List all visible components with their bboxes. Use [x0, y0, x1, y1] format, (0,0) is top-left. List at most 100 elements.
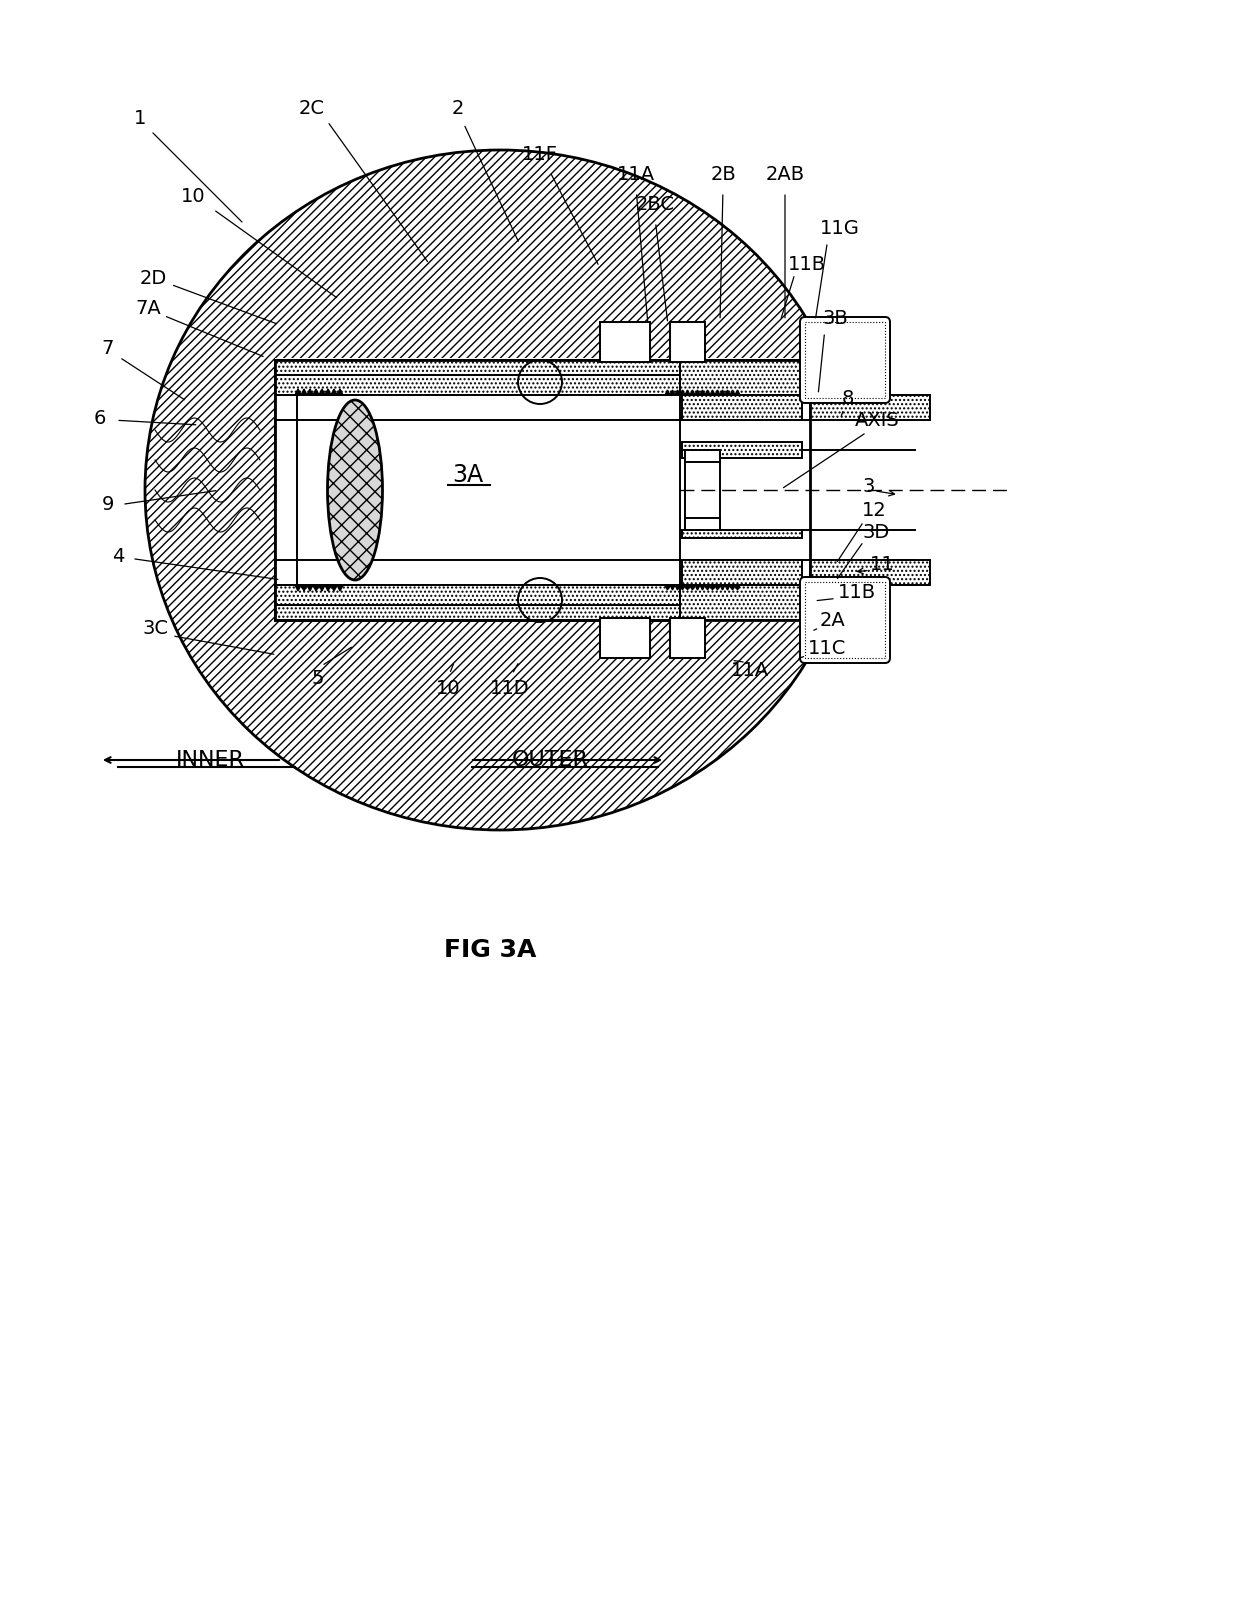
Bar [275, 359, 810, 375]
Bar [670, 322, 706, 362]
Bar [275, 606, 810, 620]
Polygon shape [312, 585, 319, 591]
Polygon shape [730, 390, 735, 395]
Bar [805, 322, 885, 398]
Polygon shape [325, 388, 331, 395]
Text: 6: 6 [94, 409, 107, 427]
Bar [275, 395, 680, 585]
Polygon shape [308, 388, 312, 395]
Text: 11B: 11B [787, 256, 826, 274]
Bar [600, 619, 650, 657]
Bar [275, 585, 680, 606]
Bar [682, 561, 802, 585]
Text: 10: 10 [435, 678, 460, 698]
Polygon shape [694, 390, 701, 395]
Ellipse shape [327, 400, 382, 580]
Bar [805, 582, 885, 657]
Polygon shape [701, 585, 706, 590]
Polygon shape [301, 585, 308, 591]
Polygon shape [730, 585, 735, 590]
Text: 3A: 3A [453, 462, 484, 487]
Polygon shape [680, 585, 684, 590]
Bar [670, 619, 706, 657]
Polygon shape [715, 390, 720, 395]
Bar [275, 359, 680, 395]
Text: 4: 4 [112, 546, 124, 565]
FancyBboxPatch shape [800, 577, 890, 664]
Text: 2A: 2A [820, 611, 846, 630]
Polygon shape [711, 585, 715, 590]
Text: 2C: 2C [299, 98, 325, 118]
Text: 7: 7 [102, 338, 114, 358]
Polygon shape [295, 388, 301, 395]
Polygon shape [684, 390, 689, 395]
Polygon shape [694, 585, 701, 590]
Bar [275, 375, 680, 395]
Text: 2BC: 2BC [635, 195, 675, 214]
Text: 3D: 3D [862, 522, 889, 541]
Bar [600, 619, 650, 657]
Text: 11G: 11G [820, 219, 859, 237]
Polygon shape [675, 585, 680, 590]
Text: 3B: 3B [822, 308, 848, 327]
Bar [275, 358, 900, 622]
Text: 11A: 11A [730, 661, 769, 680]
Text: 12: 12 [862, 501, 887, 519]
Text: INNER: INNER [176, 751, 244, 770]
Polygon shape [319, 388, 325, 395]
Bar [670, 322, 706, 362]
Bar [275, 585, 680, 620]
Text: 7A: 7A [135, 298, 161, 317]
Text: 1: 1 [134, 108, 146, 127]
Polygon shape [689, 585, 694, 590]
Text: 11C: 11C [808, 638, 847, 657]
Bar [682, 530, 802, 538]
Text: 9: 9 [102, 496, 114, 514]
Polygon shape [665, 585, 670, 590]
Text: AXIS: AXIS [856, 411, 900, 430]
Bar [680, 359, 810, 395]
Text: 8: 8 [842, 388, 854, 408]
Text: 2D: 2D [139, 269, 166, 287]
Bar [600, 322, 650, 362]
Polygon shape [325, 585, 331, 591]
Polygon shape [331, 388, 337, 395]
Polygon shape [725, 585, 730, 590]
Polygon shape [680, 390, 684, 395]
Polygon shape [670, 390, 675, 395]
Polygon shape [675, 390, 680, 395]
Polygon shape [308, 585, 312, 591]
Text: 5: 5 [311, 669, 324, 688]
Text: 2: 2 [451, 98, 464, 118]
Text: 2B: 2B [711, 166, 735, 185]
Polygon shape [684, 585, 689, 590]
Polygon shape [301, 388, 308, 395]
Bar [682, 395, 802, 420]
Polygon shape [331, 585, 337, 591]
Polygon shape [720, 390, 725, 395]
Polygon shape [711, 390, 715, 395]
Polygon shape [670, 585, 675, 590]
Bar [810, 561, 930, 585]
Polygon shape [665, 390, 670, 395]
Bar [600, 322, 650, 362]
Text: 11B: 11B [838, 583, 877, 601]
Polygon shape [735, 585, 740, 590]
Bar [680, 585, 810, 620]
Polygon shape [295, 585, 301, 591]
Text: 11A: 11A [618, 166, 655, 185]
Bar [684, 449, 720, 530]
Text: 11F: 11F [522, 145, 558, 164]
Bar [805, 322, 890, 398]
Polygon shape [689, 390, 694, 395]
Bar [684, 449, 720, 462]
Polygon shape [337, 585, 343, 591]
Bar [682, 441, 802, 458]
Polygon shape [312, 388, 319, 395]
Polygon shape [715, 585, 720, 590]
Polygon shape [701, 390, 706, 395]
Text: 2AB: 2AB [765, 166, 805, 185]
Text: 3: 3 [862, 477, 874, 496]
Polygon shape [706, 585, 711, 590]
FancyBboxPatch shape [800, 317, 890, 403]
